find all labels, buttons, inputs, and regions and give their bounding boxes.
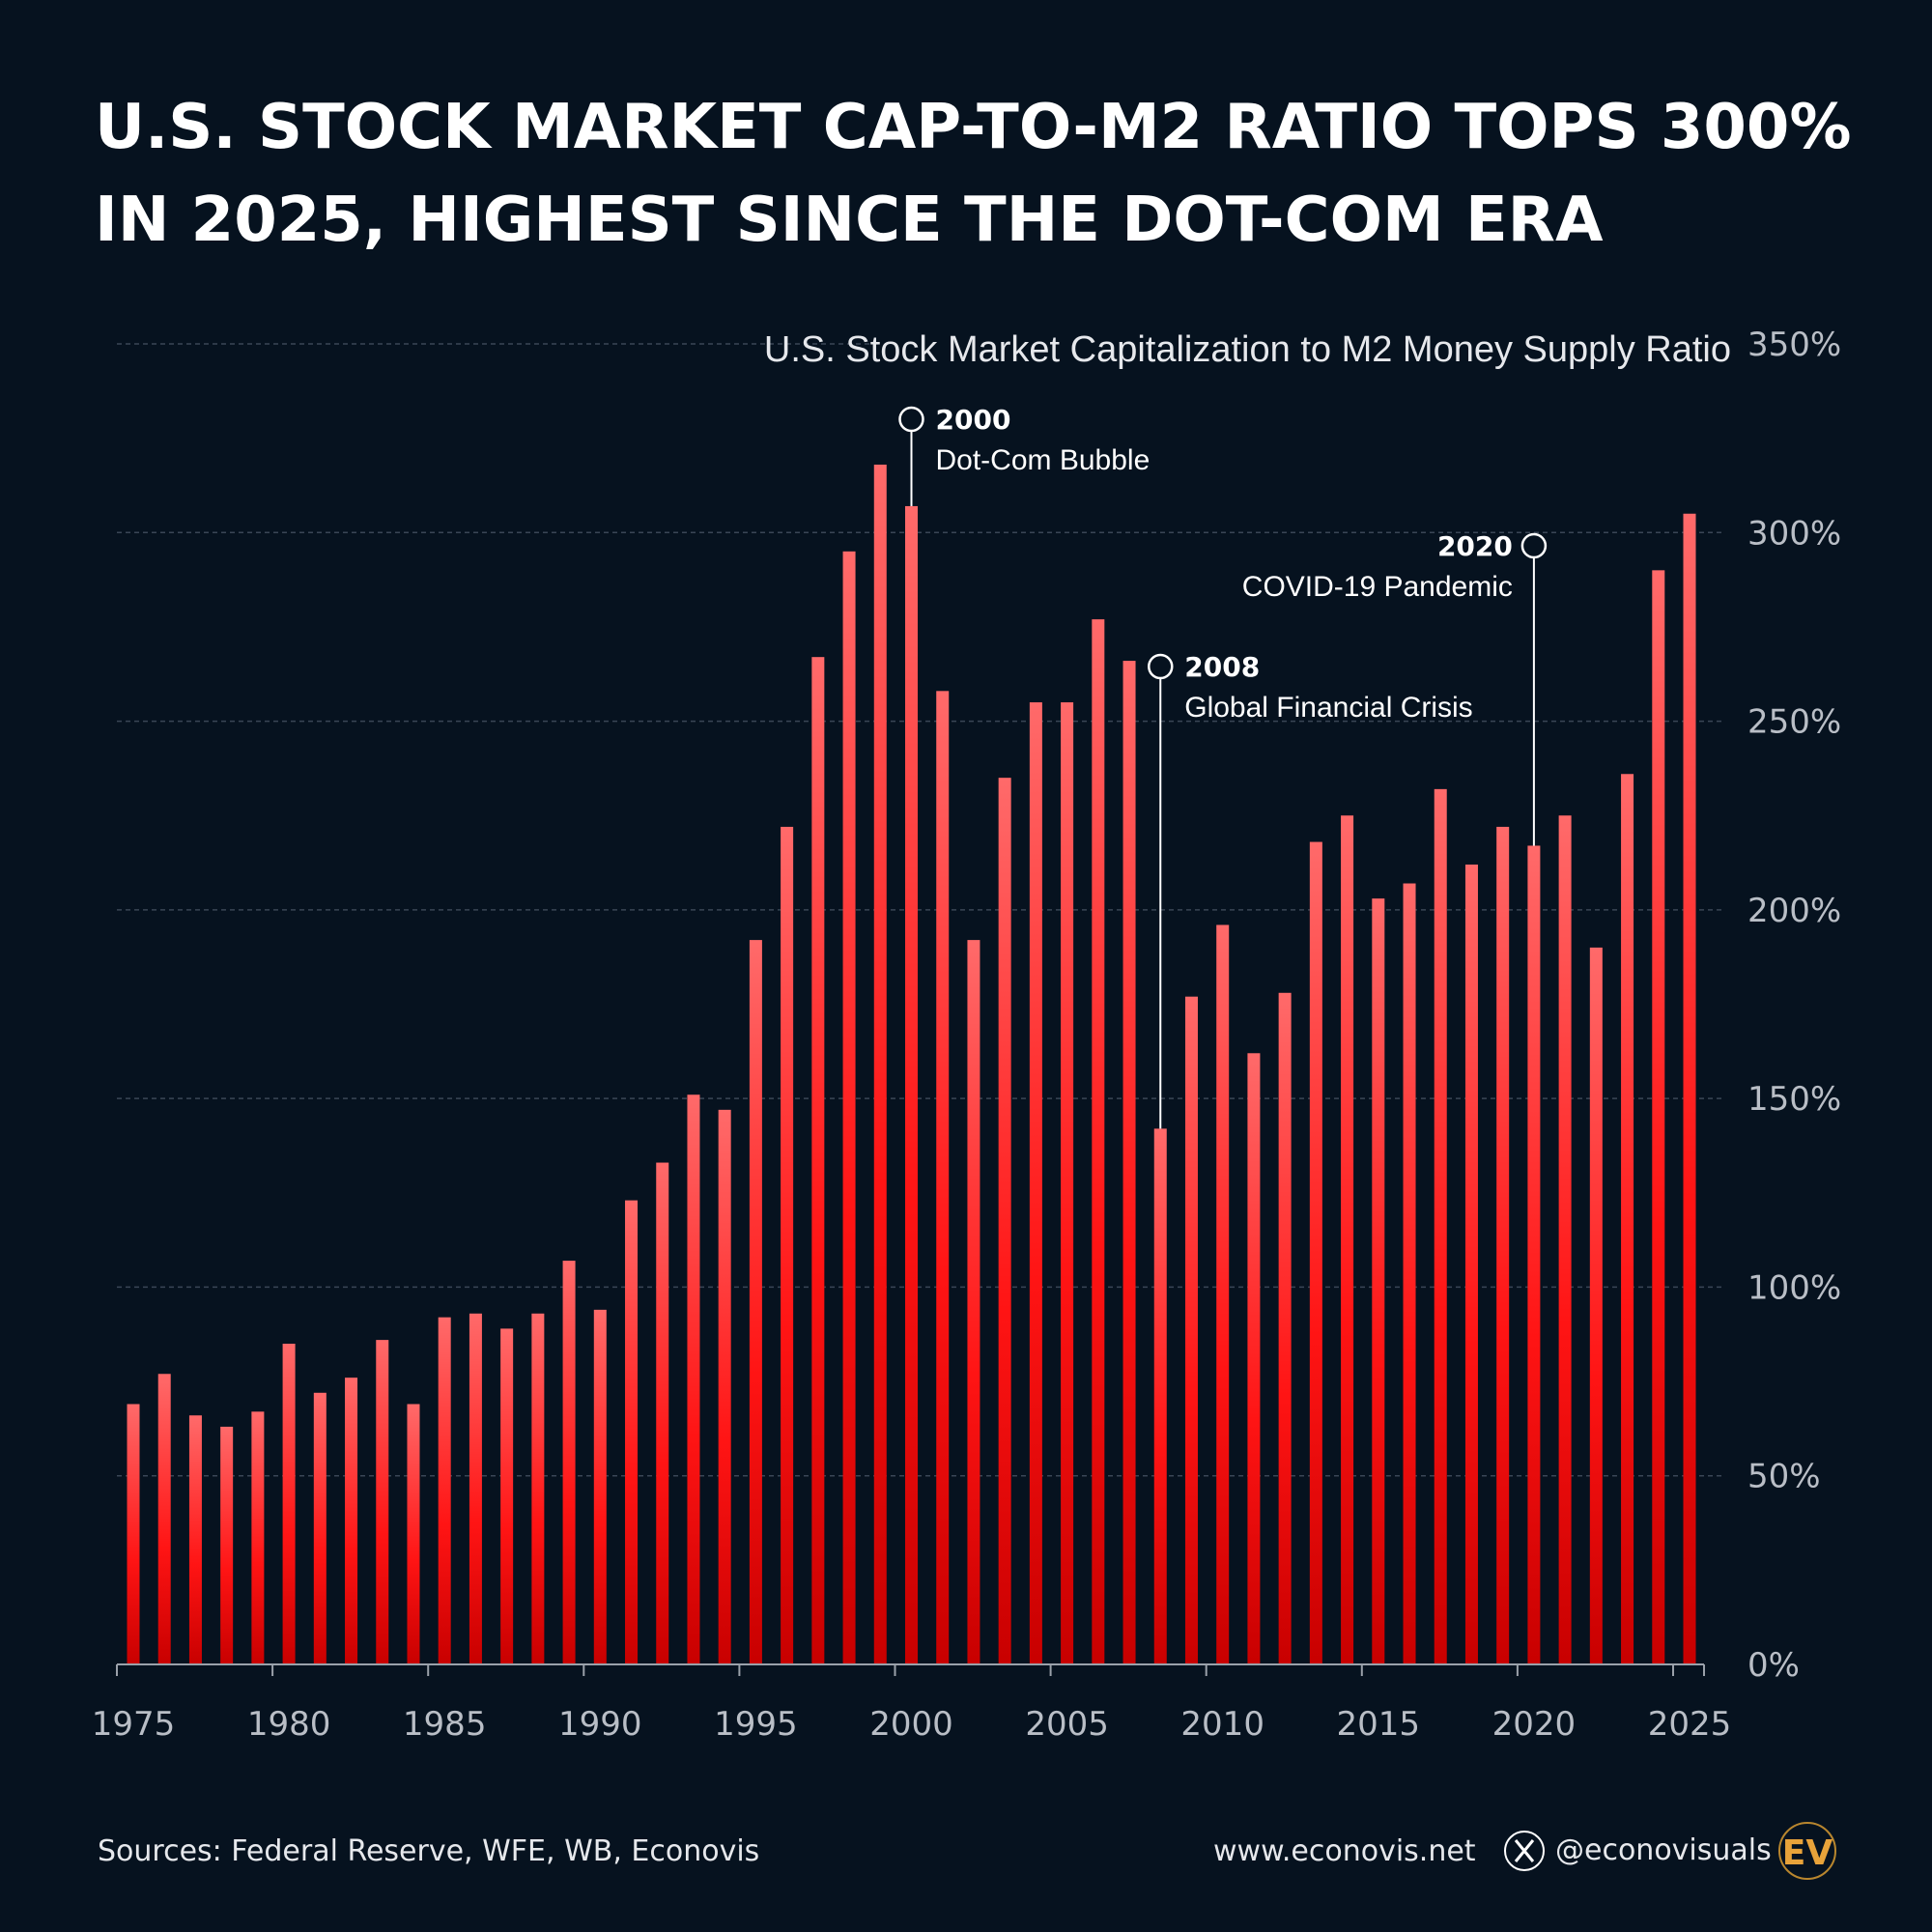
x-tick-label: 2005 — [1025, 1705, 1109, 1744]
bar-2019 — [1496, 826, 1510, 1664]
annotation-text: Dot-Com Bubble — [936, 444, 1151, 476]
bar-2001 — [936, 691, 950, 1664]
gridlines — [117, 343, 1725, 1477]
bar-1992 — [656, 1162, 669, 1664]
bar-1996 — [781, 826, 794, 1664]
annotation-year: 2008 — [1184, 651, 1260, 683]
svg-text:EV: EV — [1782, 1833, 1833, 1873]
bar-1993 — [687, 1094, 700, 1664]
bar-1997 — [811, 657, 825, 1664]
x-tick-label: 2000 — [869, 1705, 953, 1744]
x-tick-label: 2015 — [1337, 1705, 1421, 1744]
bar-1984 — [407, 1404, 420, 1664]
bar-2015 — [1372, 898, 1385, 1664]
bar-1998 — [842, 551, 856, 1665]
y-tick-label: 300% — [1747, 514, 1841, 553]
bar-2022 — [1589, 947, 1603, 1664]
bar-2014 — [1341, 815, 1354, 1664]
y-tick-label: 150% — [1747, 1080, 1841, 1119]
bar-1976 — [157, 1374, 171, 1664]
bar-2013 — [1309, 841, 1322, 1664]
bar-1994 — [718, 1109, 731, 1664]
title-line-2: IN 2025, HIGHEST SINCE THE DOT-COM ERA — [95, 185, 1604, 256]
bar-1981 — [313, 1392, 327, 1664]
annotation-text: Global Financial Crisis — [1184, 692, 1472, 724]
bar-1988 — [531, 1313, 545, 1664]
bar-1987 — [500, 1328, 514, 1664]
bar-2003 — [998, 778, 1011, 1664]
bar-2018 — [1464, 864, 1478, 1664]
y-tick-label: 50% — [1747, 1458, 1821, 1496]
bar-1980 — [282, 1344, 296, 1664]
x-tick-label: 2025 — [1648, 1705, 1732, 1744]
bar-1983 — [376, 1340, 389, 1664]
x-tick-label: 1990 — [558, 1705, 642, 1744]
annotation-year: 2000 — [936, 404, 1011, 436]
bar-1991 — [625, 1200, 639, 1664]
social-handle[interactable]: @econovisuals — [1555, 1833, 1772, 1867]
bar-2016 — [1403, 883, 1416, 1664]
y-tick-label: 200% — [1747, 892, 1841, 930]
annotation-marker — [898, 406, 924, 433]
x-axis: 1975 1980 1985 1990 1995 2000 2005 2010 2015 2020… — [92, 1663, 1732, 1744]
x-tick-label: 2010 — [1180, 1705, 1264, 1744]
chart-subtitle: U.S. Stock Market Capitalization to M2 M… — [764, 329, 1731, 370]
website-link[interactable]: www.econovis.net — [1213, 1834, 1476, 1868]
annotation-marker — [1148, 653, 1174, 680]
bar-2011 — [1247, 1053, 1261, 1664]
annotation-year: 2020 — [1437, 530, 1513, 562]
bar-1995 — [749, 940, 762, 1664]
bar-1989 — [562, 1261, 576, 1664]
annotation-text: COVID-19 Pandemic — [1242, 571, 1513, 603]
y-tick-label: 350% — [1747, 326, 1841, 364]
bar-2025 — [1683, 513, 1696, 1665]
bars — [127, 464, 1696, 1665]
bar-1978 — [220, 1426, 234, 1664]
bar-1975 — [127, 1404, 140, 1664]
bar-2012 — [1278, 992, 1292, 1664]
bar-2010 — [1216, 924, 1230, 1664]
x-tick-label: 1980 — [247, 1705, 331, 1744]
x-tick-label: 1985 — [403, 1705, 487, 1744]
y-tick-label: 250% — [1747, 703, 1841, 742]
title-line-1: U.S. STOCK MARKET CAP-TO-M2 RATIO TOPS 3… — [95, 92, 1852, 163]
bar-2005 — [1061, 702, 1074, 1664]
bar-1979 — [251, 1411, 265, 1664]
bar-1982 — [345, 1378, 358, 1664]
bar-2009 — [1184, 996, 1198, 1664]
annotations: 2000 Dot-Com Bubble 2008 Global Financial C… — [898, 404, 1548, 1129]
bar-2008 — [1153, 1128, 1167, 1664]
bar-2002 — [967, 940, 980, 1664]
y-tick-label: 0% — [1747, 1646, 1800, 1685]
bar-2023 — [1621, 774, 1634, 1664]
bar-2024 — [1652, 570, 1665, 1665]
x-tick-label: 1975 — [92, 1705, 176, 1744]
x-logo-icon[interactable] — [1504, 1831, 1545, 1871]
y-axis: 0% 50% 100% 150% 200% 250% 300% 350% — [1747, 326, 1841, 1685]
x-tick-label: 1995 — [714, 1705, 798, 1744]
bar-2007 — [1122, 661, 1136, 1664]
sources-text: Sources: Federal Reserve, WFE, WB, Econo… — [98, 1834, 759, 1868]
annotation-marker — [1520, 532, 1548, 559]
bar-1977 — [188, 1415, 202, 1664]
x-tick-label: 2020 — [1492, 1705, 1577, 1744]
bar-1990 — [593, 1309, 607, 1664]
bar-1999 — [873, 464, 887, 1664]
bar-2021 — [1558, 815, 1572, 1664]
bar-2000 — [905, 505, 918, 1664]
bar-1985 — [438, 1317, 451, 1664]
econovis-logo: EV — [1778, 1822, 1836, 1880]
y-tick-label: 100% — [1747, 1268, 1841, 1307]
bar-2017 — [1434, 788, 1447, 1664]
bar-2020 — [1527, 845, 1541, 1664]
bar-2006 — [1092, 619, 1105, 1664]
bar-1986 — [469, 1313, 482, 1664]
bar-2004 — [1029, 702, 1042, 1664]
